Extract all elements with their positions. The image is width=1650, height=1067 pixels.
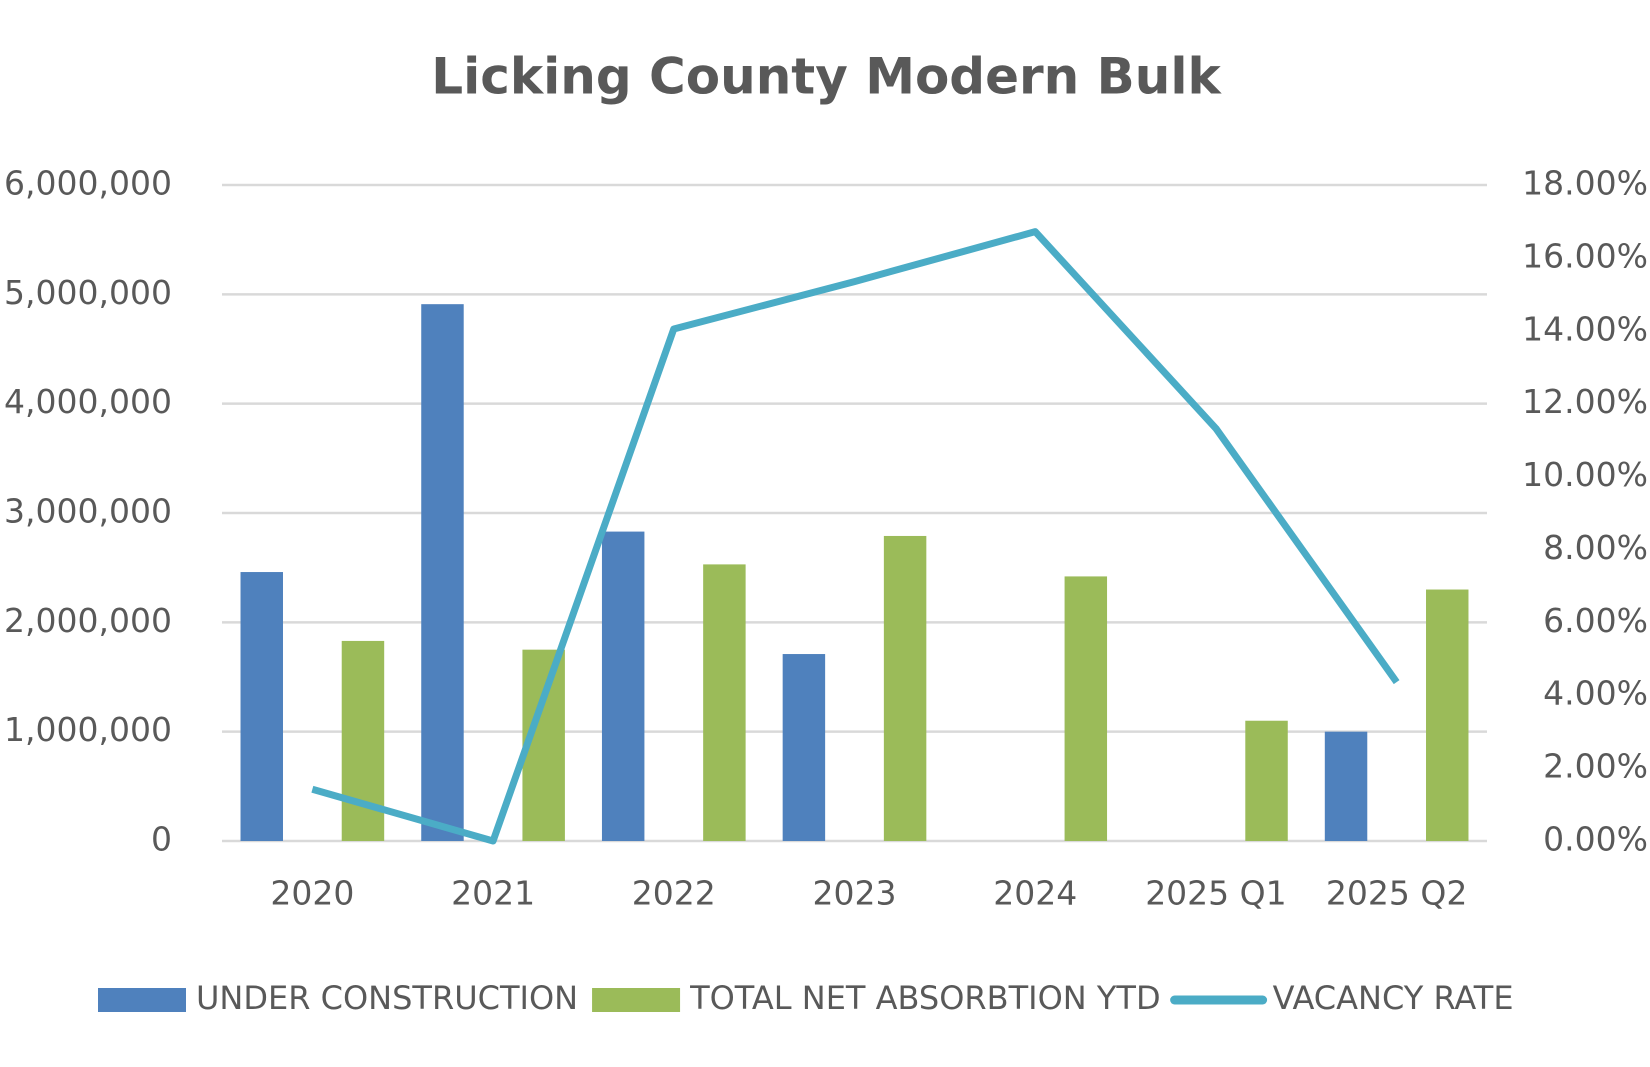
y-tick-label: 3,000,000 (4, 492, 172, 531)
y2-tick-label: 4.00% (1543, 674, 1648, 713)
legend-label: TOTAL NET ABSORBTION YTD (689, 979, 1161, 1017)
legend-label: VACANCY RATE (1273, 979, 1514, 1017)
bar (1245, 720, 1288, 841)
bar (1426, 589, 1469, 841)
bar (601, 531, 645, 841)
bar (1064, 576, 1108, 841)
bar (1324, 731, 1368, 841)
bar (240, 572, 283, 841)
bar (421, 304, 464, 841)
chart-title: Licking County Modern Bulk (431, 48, 1222, 106)
y2-tick-label: 8.00% (1543, 528, 1648, 567)
x-tick-label: 2025 Q1 (1145, 874, 1286, 913)
x-tick-label: 2025 Q2 (1326, 874, 1467, 913)
y-tick-label: 0 (151, 820, 172, 859)
y-tick-label: 1,000,000 (4, 710, 172, 749)
y2-tick-label: 10.00% (1522, 455, 1648, 494)
line (311, 228, 1400, 845)
legend-swatch (592, 988, 681, 1012)
bar (782, 654, 826, 841)
y-tick-label: 5,000,000 (4, 273, 172, 312)
y-tick-label: 6,000,000 (4, 164, 172, 203)
y2-tick-label: 18.00% (1522, 164, 1648, 203)
x-tick-label: 2022 (632, 874, 716, 913)
bar (703, 564, 746, 841)
x-tick-label: 2023 (813, 874, 897, 913)
y-tick-label: 4,000,000 (4, 382, 172, 421)
x-tick-label: 2021 (451, 874, 535, 913)
y2-tick-label: 0.00% (1543, 820, 1648, 859)
x-tick-label: 2020 (270, 874, 354, 913)
legend-label: UNDER CONSTRUCTION (196, 979, 578, 1017)
legend-swatch (98, 988, 186, 1012)
x-tick-label: 2024 (993, 874, 1077, 913)
y2-tick-label: 12.00% (1522, 382, 1648, 421)
y2-tick-label: 6.00% (1543, 601, 1648, 640)
y2-tick-label: 2.00% (1543, 747, 1648, 786)
bar (883, 535, 927, 841)
y-tick-label: 2,000,000 (4, 601, 172, 640)
y2-tick-label: 14.00% (1522, 309, 1648, 348)
y2-tick-label: 16.00% (1522, 236, 1648, 275)
